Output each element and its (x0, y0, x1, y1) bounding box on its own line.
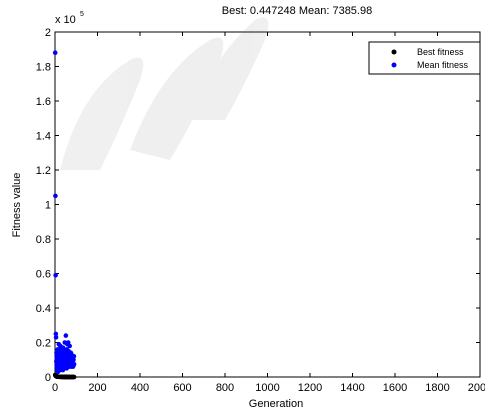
series-best-fitness (52, 372, 77, 380)
y-tick-label: 1.8 (36, 62, 51, 74)
y-axis-label: Fitness value (11, 173, 23, 238)
mean-fitness-point (53, 331, 59, 337)
mean-fitness-point (52, 50, 58, 55)
y-tick-label: 1 (45, 200, 51, 212)
mean-fitness-point (67, 343, 72, 349)
mean-fitness-point (60, 345, 66, 350)
legend-marker-mean (391, 62, 397, 68)
x-tick-label: 200 (88, 382, 106, 394)
y-exponent: 5 (80, 11, 84, 18)
x-tick-label: 1200 (298, 382, 322, 394)
x-tick-label: 600 (173, 382, 191, 394)
x-tick-label: 800 (216, 382, 234, 394)
legend-box (368, 41, 481, 75)
x-axis-label: Generation (249, 398, 303, 410)
x-tick-label: 400 (131, 382, 149, 394)
legend: Best fitness Mean fitness (368, 41, 481, 75)
best-fitness-point (71, 374, 77, 380)
mean-fitness-point (71, 357, 76, 363)
legend-label-best: Best fitness (417, 47, 464, 57)
y-tick-label: 1.2 (36, 165, 51, 177)
mean-fitness-point (71, 354, 77, 359)
y-tick-label: 0 (45, 372, 51, 384)
x-tick-label: 0 (52, 382, 58, 394)
y-tick-label: 0.8 (36, 234, 51, 246)
x-tick-label: 1800 (425, 382, 449, 394)
y-tick-label: 2 (45, 27, 51, 39)
x-tick-label: 1000 (255, 382, 279, 394)
x-tick-label: 1600 (383, 382, 407, 394)
y-tick-label: 1.4 (36, 131, 51, 143)
y-tick-label: 0.2 (36, 338, 51, 350)
mean-fitness-point (65, 340, 71, 345)
chart-title: Best: 0.447248 Mean: 7385.98 (222, 5, 372, 17)
legend-label-mean: Mean fitness (417, 60, 469, 70)
mean-fitness-point (71, 361, 77, 367)
mean-fitness-point (53, 193, 58, 199)
mean-fitness-point (53, 272, 58, 278)
legend-marker-best (391, 49, 397, 55)
mean-fitness-point (63, 333, 69, 338)
y-axis-ticks: 0 0.2 0.4 0.6 0.8 1 1.2 1.4 1.6 1.8 2 (36, 27, 480, 384)
x-tick-label: 1400 (340, 382, 364, 394)
y-tick-label: 0.6 (36, 269, 51, 281)
series-mean-fitness (52, 50, 77, 375)
y-tick-label: 1.6 (36, 96, 51, 108)
mean-fitness-point (53, 335, 59, 340)
plot-area (54, 31, 481, 378)
y-tick-label: 0.4 (36, 303, 51, 315)
y-multiplier: x 10 (55, 14, 76, 26)
